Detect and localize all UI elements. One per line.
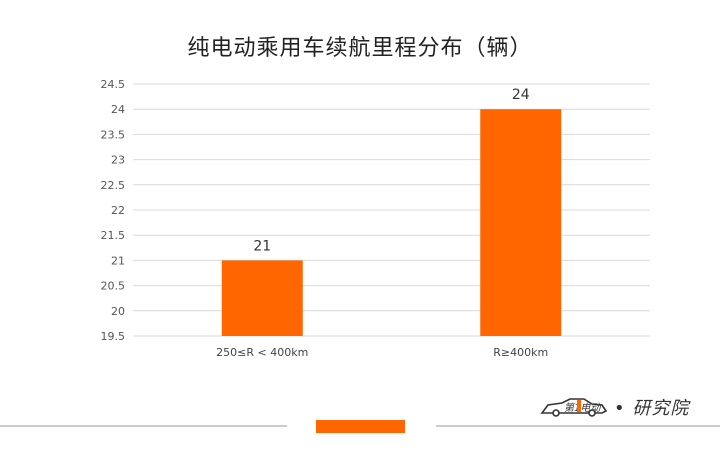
y-tick-label: 20 (111, 305, 125, 318)
x-axis-tick-labels: 250≤R < 400km R≥400km (216, 346, 548, 359)
car-logo-icon: 第1电动 (540, 398, 608, 417)
footer-divider-left (0, 425, 287, 427)
y-tick-label: 24 (111, 103, 125, 116)
y-tick-label: 23.5 (101, 128, 126, 141)
brand-name: • 研究院 (614, 398, 690, 419)
y-tick-label: 24.5 (101, 78, 126, 91)
logo-word: 第1电动 (564, 402, 601, 414)
grid-lines (133, 83, 650, 337)
y-tick-label: 20.5 (101, 280, 126, 293)
brand-logo: 第1电动 • 研究院 (540, 395, 689, 419)
bar (480, 109, 562, 336)
data-label: 24 (512, 87, 530, 103)
y-tick-label: 21 (111, 254, 125, 267)
x-tick-label: 250≤R < 400km (216, 346, 308, 359)
y-tick-label: 22 (111, 204, 125, 217)
footer-accent-block (316, 420, 405, 433)
data-label: 21 (253, 238, 271, 254)
data-labels: 21 24 (253, 87, 529, 254)
y-axis-tick-labels: 24.5 24 23.5 23 22.5 22 21.5 21 20.5 20 19.5 (101, 78, 126, 343)
y-tick-label: 23 (111, 154, 125, 167)
y-tick-label: 21.5 (101, 229, 126, 242)
bar (221, 260, 303, 336)
y-tick-label: 22.5 (101, 179, 126, 192)
footer-divider-right (436, 425, 720, 427)
bars (221, 109, 562, 336)
chart-title: 纯电动乘用车续航里程分布（辆） (187, 36, 533, 61)
y-tick-label: 19.5 (101, 330, 126, 343)
x-tick-label: R≥400km (493, 346, 548, 359)
